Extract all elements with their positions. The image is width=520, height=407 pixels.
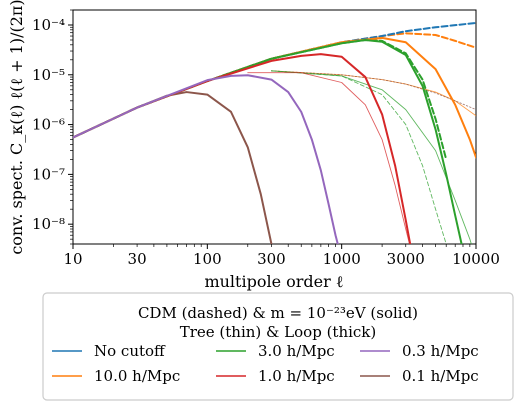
legend-label: 1.0 h/Mpc xyxy=(258,367,335,385)
x-tick-label: 3000 xyxy=(387,250,425,268)
legend-label: No cutoff xyxy=(94,342,166,360)
y-tick-label: 10⁻⁷ xyxy=(32,165,65,183)
x-axis-label: multipole order ℓ xyxy=(204,272,343,291)
x-axis-ticks: 10 30 100 300 1000 3000 10000 xyxy=(63,244,500,268)
series-line xyxy=(73,53,412,244)
x-tick-label: 1000 xyxy=(323,250,361,268)
legend-title-line-1: CDM (dashed) & m = 10⁻²³eV (solid) xyxy=(138,304,418,322)
legend-title-line-2: Tree (thin) & Loop (thick) xyxy=(180,323,377,341)
legend-label: 0.1 h/Mpc xyxy=(402,367,479,385)
series-line xyxy=(73,74,339,244)
y-tick-label: 10⁻⁶ xyxy=(32,116,65,134)
series-line xyxy=(270,70,447,244)
legend-label: 0.3 h/Mpc xyxy=(402,342,479,360)
series-line xyxy=(73,21,476,139)
x-tick-label: 10 xyxy=(63,250,82,268)
y-axis-ticks: 10⁻⁸ 10⁻⁷ 10⁻⁶ 10⁻⁵ 10⁻⁴ xyxy=(32,9,73,245)
series-line xyxy=(73,38,448,161)
legend-label: 3.0 h/Mpc xyxy=(258,342,335,360)
series-line xyxy=(73,91,273,244)
series-line xyxy=(73,36,476,159)
plot-area xyxy=(72,9,477,245)
legend: CDM (dashed) & m = 10⁻²³eV (solid) Tree … xyxy=(42,292,514,401)
series-line xyxy=(270,70,472,244)
series-line xyxy=(270,70,476,111)
legend-box xyxy=(42,292,514,401)
y-tick-label: 10⁻⁸ xyxy=(32,215,65,233)
x-tick-label: 300 xyxy=(257,250,286,268)
series-line xyxy=(73,32,476,139)
series-line xyxy=(247,72,410,244)
y-tick-label: 10⁻⁵ xyxy=(32,66,65,84)
legend-entries: No cutoff 3.0 h/Mpc 0.3 h/Mpc 10.0 h/Mpc 1.0… xyxy=(52,342,479,385)
x-tick-label: 30 xyxy=(128,250,147,268)
x-tick-label: 100 xyxy=(193,250,222,268)
y-axis-label: conv. spect. C_κ(ℓ) ℓ(ℓ + 1)/(2π) xyxy=(7,0,26,255)
y-tick-label: 10⁻⁴ xyxy=(32,16,65,34)
x-tick-label: 10000 xyxy=(452,250,500,268)
series-layer xyxy=(73,21,476,244)
legend-label: 10.0 h/Mpc xyxy=(94,367,180,385)
